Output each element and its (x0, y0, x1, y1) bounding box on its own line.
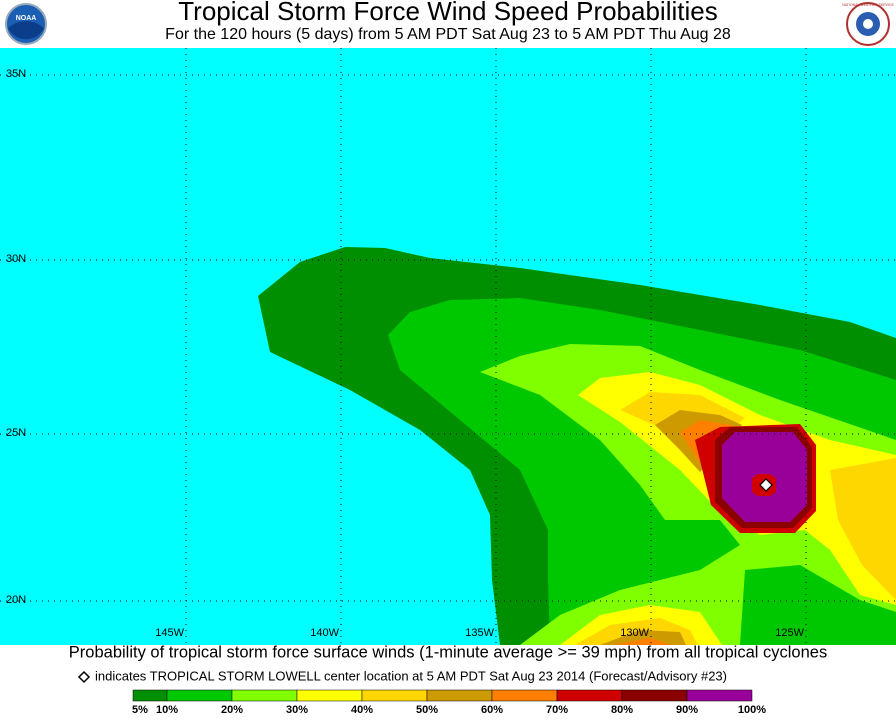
map-area: 35N 30N 25N 20N 145W 140W 135W 130W 125W (0, 48, 896, 645)
logo-center (863, 19, 873, 29)
longitude-label: 125W (775, 627, 804, 639)
note: indicates TROPICAL STORM LOWELL center l… (95, 668, 727, 683)
graticule: 35N 30N 25N 20N 145W 140W 135W 130W 125W (0, 48, 896, 645)
contour (740, 565, 896, 645)
legend-swatch (686, 689, 753, 702)
contour (600, 630, 686, 645)
legend-label: 5% (132, 704, 148, 716)
longitude-label: 140W (310, 627, 339, 639)
latitude-label: 30N (6, 253, 26, 265)
legend-swatch (231, 689, 298, 702)
legend-swatch (426, 689, 493, 702)
legend-label: 70% (546, 704, 568, 716)
longitude-label: 135W (465, 627, 494, 639)
color-legend: 5% 10% 20% 30% 40% 50% 60% 70% 80% 90% 100% (132, 689, 766, 716)
legend-label: 10% (156, 704, 178, 716)
legend-label: 60% (481, 704, 503, 716)
legend-swatch (361, 689, 428, 702)
legend-label: 20% (221, 704, 243, 716)
legend-label: 90% (676, 704, 698, 716)
subtitle: For the 120 hours (5 days) from 5 AM PDT… (165, 26, 731, 43)
legend-label: 80% (611, 704, 633, 716)
legend-swatch (296, 689, 363, 702)
nws-logo: NATIONAL WEATHER SERVICE (842, 2, 894, 46)
storm-center-marker (759, 478, 773, 492)
logo-text: NOAA (16, 15, 37, 22)
note-marker (77, 670, 91, 684)
legend-swatch (166, 689, 233, 702)
latitude-label: 25N (6, 427, 26, 439)
legend-label: 50% (416, 704, 438, 716)
title: Tropical Storm Force Wind Speed Probabil… (178, 0, 717, 26)
logo-text: NATIONAL WEATHER SERVICE (842, 3, 894, 7)
latitude-label: 35N (6, 68, 26, 80)
legend-label: 30% (286, 704, 308, 716)
legend-swatch (491, 689, 558, 702)
caption: Probability of tropical storm force surf… (69, 643, 827, 661)
longitude-label: 130W (620, 627, 649, 639)
legend-label: 40% (351, 704, 373, 716)
contour (612, 638, 672, 645)
legend-swatch (556, 689, 623, 702)
legend-swatch (621, 689, 688, 702)
noaa-logo: NOAA (5, 3, 47, 45)
logo-wave (8, 21, 44, 40)
longitude-label: 145W (155, 627, 184, 639)
latitude-label: 20N (6, 594, 26, 606)
legend-swatch (132, 689, 168, 702)
legend-label: 100% (738, 704, 766, 716)
contour (830, 458, 896, 600)
